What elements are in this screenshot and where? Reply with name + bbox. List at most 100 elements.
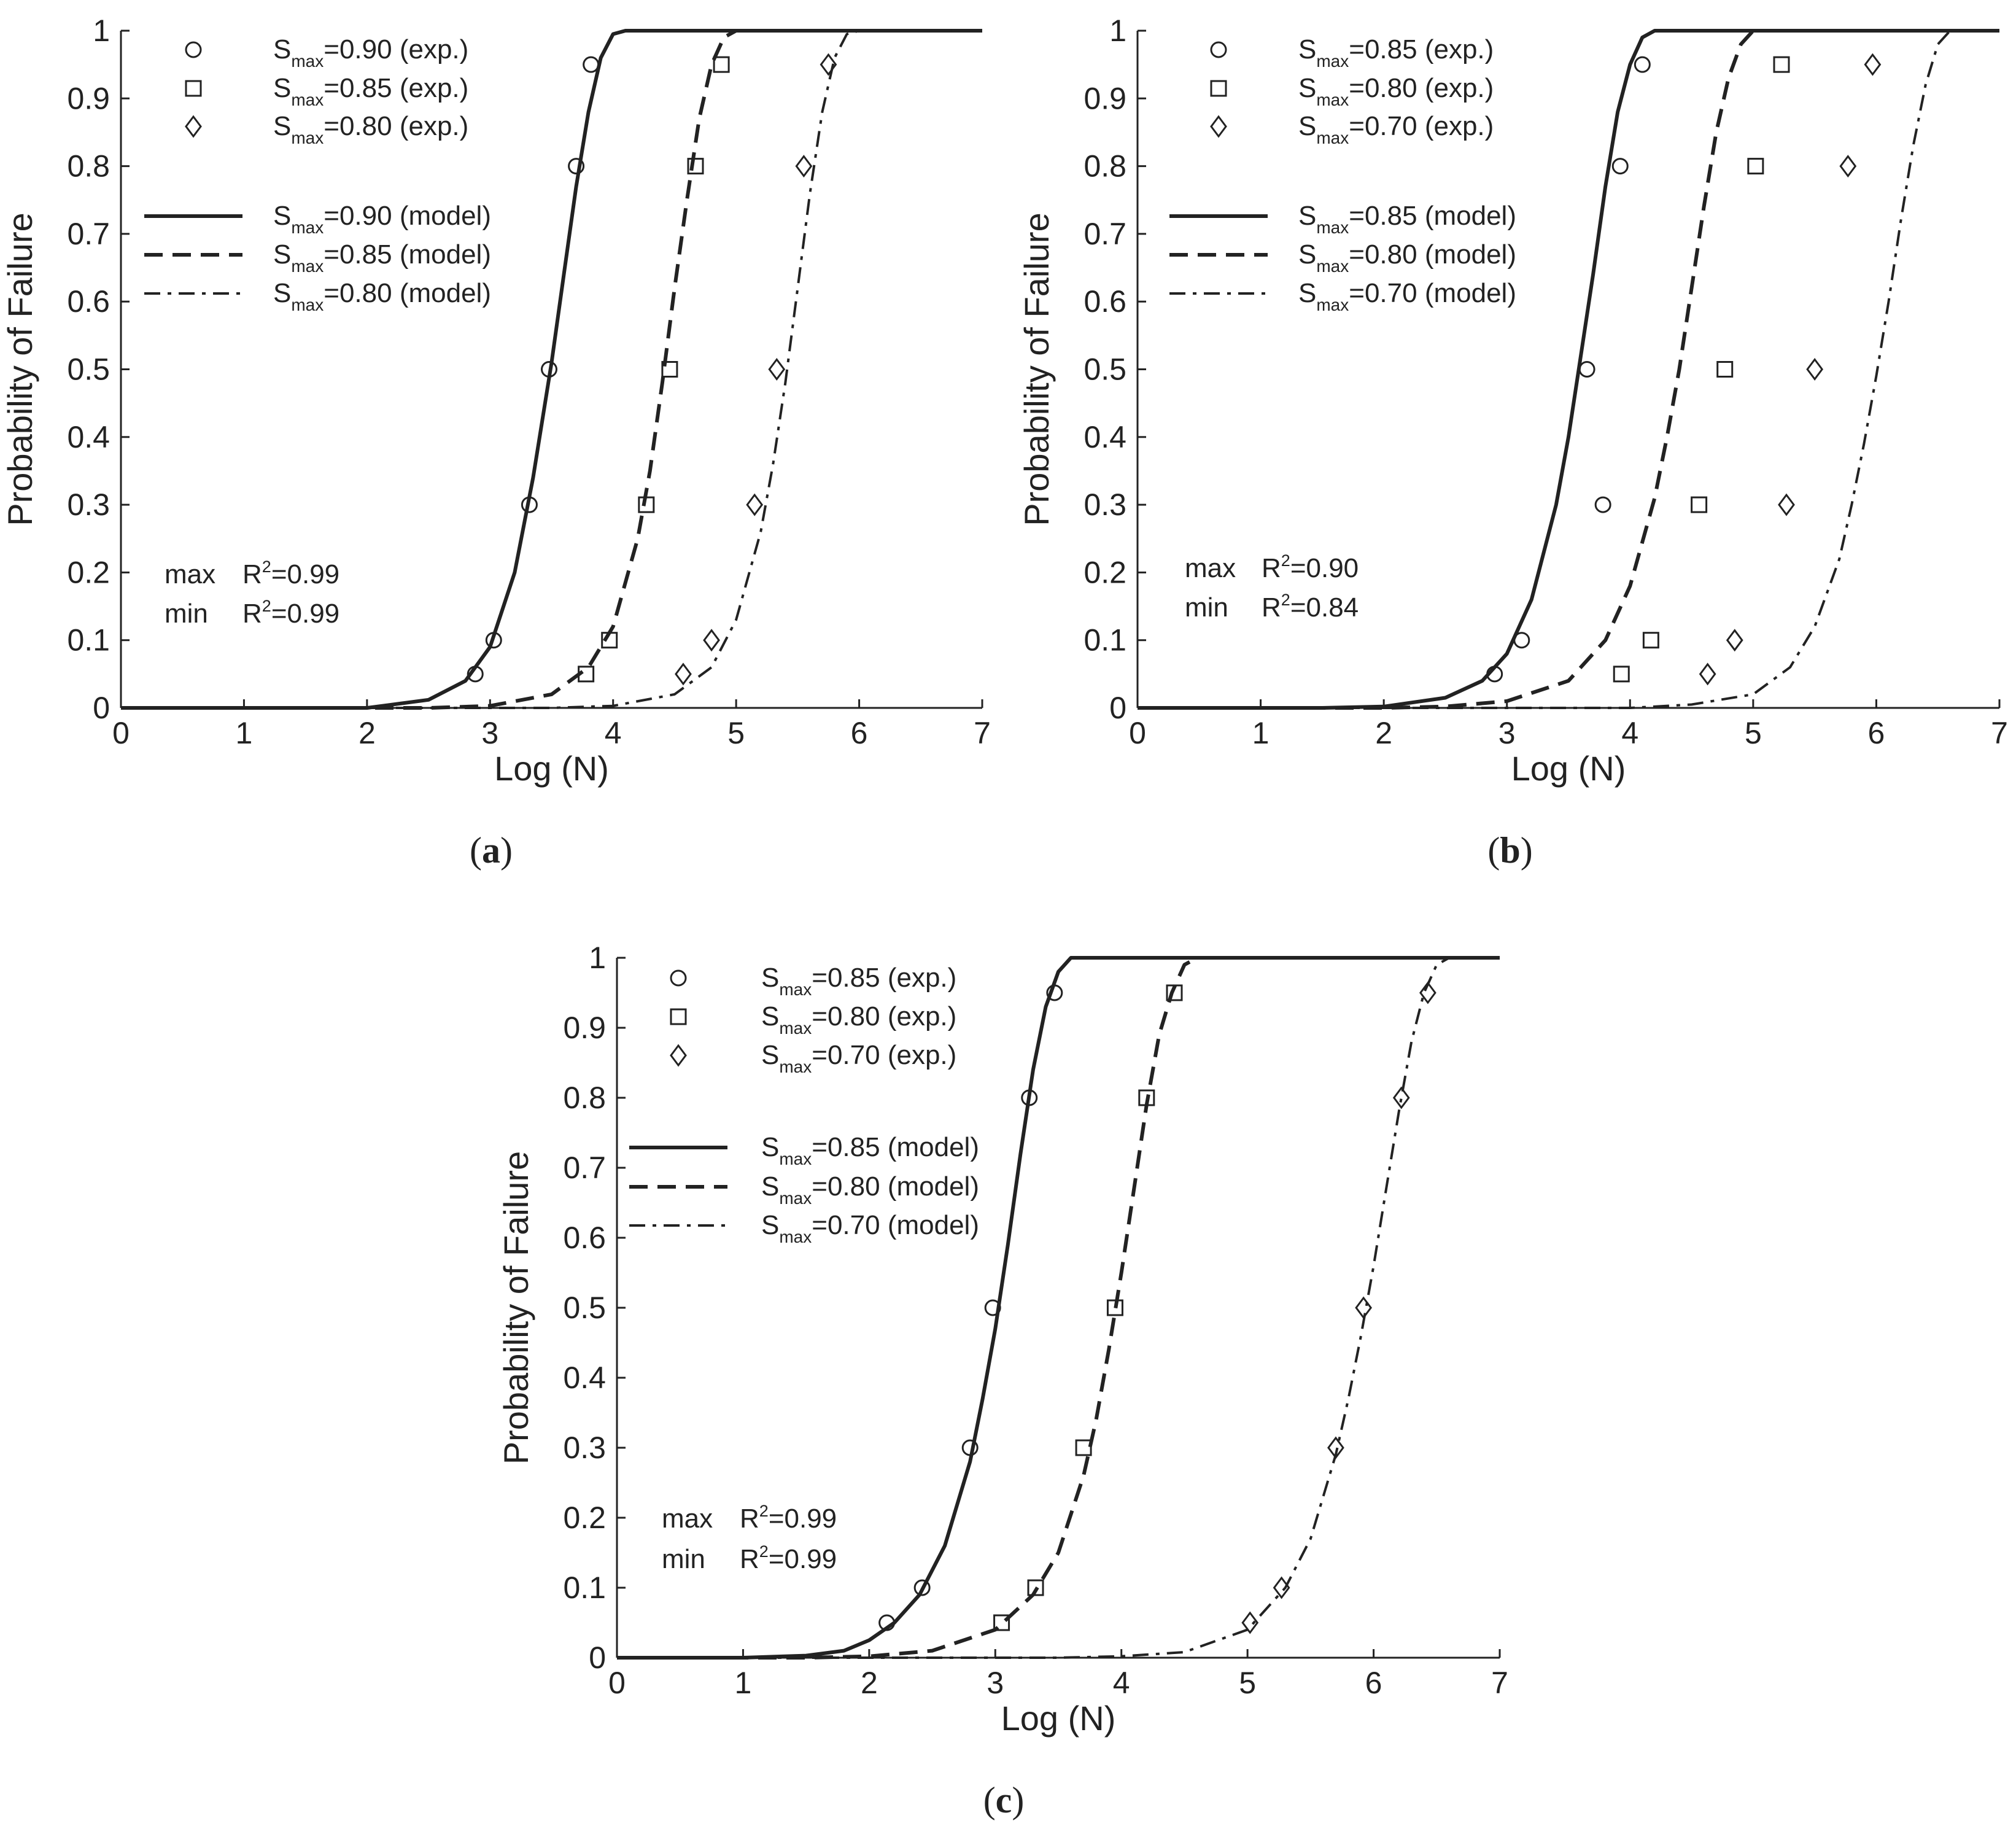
series-line-solid: [121, 29, 982, 710]
data-point-diamond: [820, 53, 837, 76]
y-tick-label: 0.3: [1084, 487, 1126, 522]
series-line-dashdot: [1138, 29, 1999, 709]
legend-label: Smax=0.85 (exp.): [1298, 34, 1494, 71]
data-point-diamond: [675, 662, 692, 686]
y-tick-label: 0.1: [563, 1571, 606, 1605]
y-tick-label: 0.2: [563, 1501, 606, 1535]
legend-label: Smax=0.90 (model): [273, 201, 491, 237]
legend-label: Smax=0.85 (model): [1298, 201, 1516, 237]
x-tick-label: 1: [236, 716, 253, 750]
y-tick-label: 0: [93, 691, 110, 725]
y-tick-label: 1: [93, 14, 110, 48]
series-line-dashdot: [121, 29, 982, 709]
legend-label: Smax=0.85 (exp.): [273, 73, 468, 109]
x-tick-label: 4: [605, 716, 622, 750]
data-point-square: [1691, 496, 1708, 513]
data-point-circle: [1578, 361, 1595, 378]
y-tick-label: 0.6: [563, 1221, 606, 1255]
y-tick-label: 0.5: [563, 1291, 606, 1325]
x-tick-label: 3: [481, 716, 498, 750]
stat-r2-value: R2=0.99: [740, 1542, 837, 1574]
y-tick-label: 0.3: [67, 487, 110, 522]
data-point-square: [993, 1614, 1010, 1631]
x-tick-label: 0: [112, 716, 130, 750]
y-tick-label: 0.7: [1084, 217, 1126, 251]
x-tick-label: 1: [1252, 716, 1270, 750]
legend-label: Smax=0.90 (exp.): [273, 34, 468, 71]
chart-panel-c: 0 1 2 3 4 5 6 7 0 0.1 0.2 0.3 0.4 0.5 0.6 0.7 0.8 0.9 1 Log…: [497, 941, 1508, 1820]
x-tick-label: 2: [1375, 716, 1392, 750]
y-tick-label: 0.8: [67, 149, 110, 184]
x-tick-label: 5: [727, 716, 745, 750]
data-point-diamond: [1864, 53, 1882, 76]
x-tick-label: 3: [987, 1666, 1004, 1700]
legend-label: Smax=0.70 (exp.): [1298, 111, 1494, 147]
data-point-diamond: [1392, 1086, 1410, 1109]
chart-panel-a: 0 1 2 3 4 5 6 7 0 0.1 0.2 0.3 0.4 0.5 0.6 0.7 0.8 0.9 1 Log…: [1, 14, 991, 871]
x-tick-label: 7: [1491, 1666, 1508, 1700]
y-tick-label: 0.1: [67, 623, 110, 658]
stat-label: max: [662, 1504, 713, 1534]
legend-label: Smax=0.80 (exp.): [1298, 73, 1494, 109]
data-point-diamond: [1839, 155, 1857, 178]
y-tick-label: 0.8: [563, 1081, 606, 1115]
y-tick-label: 0.4: [1084, 420, 1126, 454]
legend-label: Smax=0.85 (model): [761, 1132, 979, 1168]
data-point-diamond: [746, 493, 764, 516]
stat-label: min: [1185, 592, 1228, 623]
data-point-diamond: [1726, 629, 1743, 652]
x-axis-label: Log (N): [1001, 1699, 1116, 1738]
x-tick-label: 5: [1239, 1666, 1256, 1700]
stat-label: max: [165, 559, 215, 589]
panel-caption: (a): [470, 830, 513, 871]
data-point-diamond: [1355, 1296, 1373, 1319]
x-tick-label: 1: [735, 1666, 752, 1700]
series-line-solid: [1138, 29, 1999, 710]
x-tick-label: 7: [1991, 716, 2008, 750]
y-tick-label: 0.7: [67, 217, 110, 251]
y-tick-label: 0.9: [1084, 81, 1126, 115]
legend-marker-circle: [185, 41, 202, 58]
x-tick-label: 0: [608, 1666, 626, 1700]
legend-marker-circle: [1210, 41, 1227, 58]
data-point-diamond: [1241, 1611, 1259, 1634]
data-point-diamond: [1806, 358, 1824, 381]
y-tick-label: 0.4: [563, 1361, 606, 1395]
data-point-square: [713, 56, 730, 73]
y-tick-label: 0: [589, 1641, 606, 1675]
legend-label: Smax=0.80 (model): [1298, 239, 1516, 276]
legend-marker-diamond: [1210, 115, 1227, 138]
panel-caption: (c): [983, 1780, 1025, 1820]
x-tick-label: 5: [1745, 716, 1762, 750]
y-tick-label: 0.8: [1084, 149, 1126, 184]
data-point-circle: [1634, 56, 1651, 73]
data-point-square: [1773, 56, 1790, 73]
stat-label: min: [165, 599, 208, 629]
y-tick-label: 0.6: [1084, 284, 1126, 319]
stat-r2-value: R2=0.99: [242, 557, 339, 589]
legend-marker-diamond: [670, 1044, 687, 1067]
data-point-circle: [583, 56, 600, 73]
data-point-square: [1613, 666, 1630, 683]
x-tick-label: 6: [851, 716, 868, 750]
x-tick-label: 4: [1621, 716, 1638, 750]
x-tick-label: 7: [974, 716, 991, 750]
x-tick-label: 4: [1113, 1666, 1130, 1700]
x-tick-label: 0: [1129, 716, 1146, 750]
x-axis-label: Log (N): [494, 749, 609, 788]
y-tick-label: 0.5: [67, 352, 110, 387]
y-tick-label: 0.2: [1084, 555, 1126, 589]
series-line-dashed: [617, 956, 1500, 1660]
legend-label: Smax=0.85 (model): [273, 239, 491, 276]
stat-r2-value: R2=0.84: [1262, 591, 1359, 623]
y-axis-label: Probability of Failure: [497, 1151, 535, 1464]
x-tick-label: 6: [1868, 716, 1885, 750]
x-tick-label: 6: [1365, 1666, 1382, 1700]
y-tick-label: 0.9: [67, 81, 110, 115]
data-point-diamond: [768, 358, 786, 381]
data-point-circle: [568, 158, 585, 175]
stat-r2-value: R2=0.99: [740, 1502, 837, 1534]
data-point-square: [661, 361, 678, 378]
y-axis-label: Probability of Failure: [1, 212, 39, 526]
panel-caption: (b): [1487, 830, 1532, 871]
